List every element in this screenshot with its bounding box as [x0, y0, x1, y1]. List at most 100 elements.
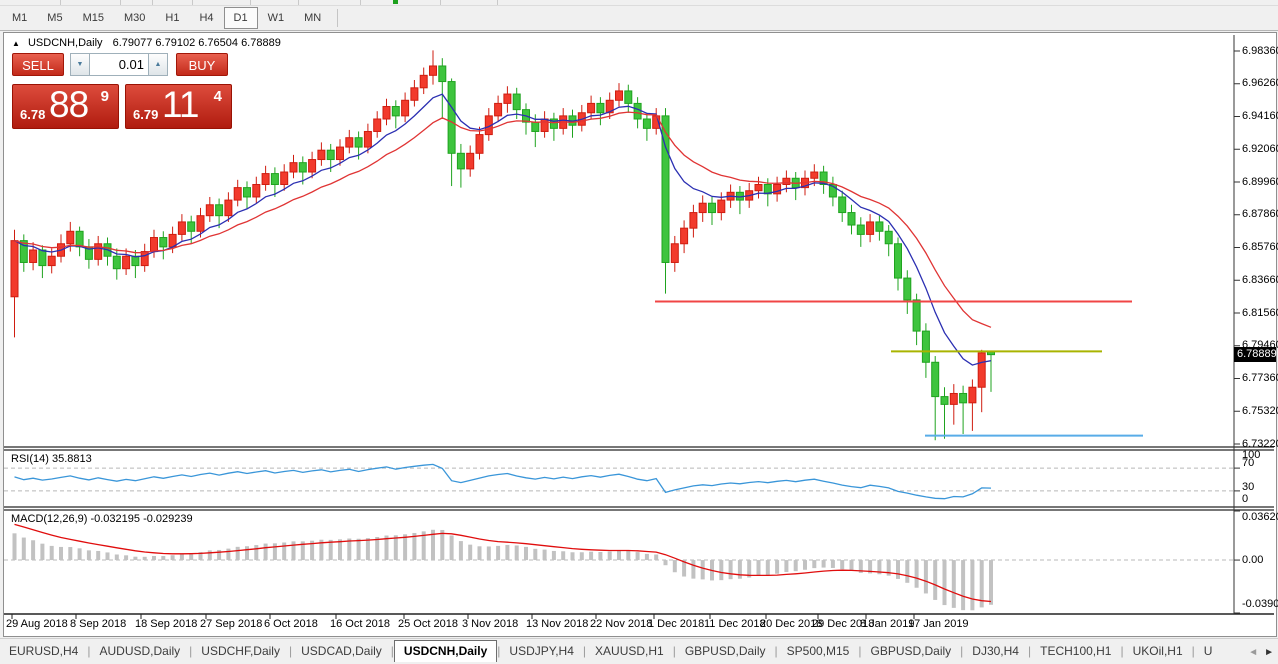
macd-histogram-bar [803, 560, 807, 570]
macd-histogram-bar [189, 553, 194, 561]
candle-body [391, 106, 400, 117]
tab-item-gbpusd-daily[interactable]: GBPUSD,Daily [684, 644, 766, 658]
tab-item-usdjpy-h4[interactable]: USDJPY,H4 [509, 644, 574, 658]
candle-body [782, 177, 791, 185]
candle-body [47, 255, 56, 267]
macd-histogram-bar [124, 555, 129, 561]
macd-histogram-bar [607, 551, 612, 561]
timeframe-button-h1[interactable]: H1 [165, 12, 180, 24]
top-toolbar-strip [0, 0, 1278, 6]
candle-body [317, 149, 326, 161]
candle-body [503, 93, 512, 104]
price-axis-label: 6.89960 [1242, 175, 1278, 188]
tab-item-tech100-h1[interactable]: TECH100,H1 [1040, 644, 1112, 658]
tab-scroll-left-icon[interactable]: ◄ [1248, 647, 1259, 658]
buy-price-point: 4 [213, 88, 222, 105]
date-label: 22 Nov 2018 [590, 618, 653, 630]
buy-button[interactable]: BUY [176, 53, 228, 76]
price-axis-label: 6.87860 [1242, 208, 1278, 221]
ma-fast-line [14, 93, 992, 366]
tab-separator: | [1027, 644, 1032, 658]
candle-body [605, 99, 614, 114]
tab-item-dj30-h4[interactable]: DJ30,H4 [972, 644, 1019, 658]
macd-histogram-bar [830, 560, 835, 568]
macd-histogram-bar [589, 551, 594, 561]
candle-body [940, 396, 949, 405]
macd-histogram-bar [821, 560, 826, 568]
macd-histogram-bar [682, 560, 687, 577]
candle-body [252, 183, 261, 198]
timeframe-button-m30[interactable]: M30 [123, 12, 146, 24]
macd-histogram-bar [942, 560, 947, 606]
tab-item-usdchf-daily[interactable]: USDCHF,Daily [201, 644, 280, 658]
macd-histogram-bar [449, 535, 454, 561]
candlestick-chart[interactable] [4, 33, 1274, 634]
candle-body [233, 187, 242, 201]
timeframe-button-w1[interactable]: W1 [267, 12, 285, 24]
macd-histogram-bar [375, 537, 380, 561]
macd-histogram-bar [514, 545, 519, 561]
candle-body [661, 115, 670, 263]
timeframe-button-d1[interactable]: D1 [223, 7, 258, 29]
buy-price-box[interactable]: 6.79 11 4 [125, 84, 232, 129]
toolbar-separator [440, 0, 441, 5]
volume-input[interactable] [89, 53, 149, 76]
macd-histogram-bar [533, 548, 538, 561]
macd-histogram-bar [114, 554, 119, 561]
timeframe-button-m5[interactable]: M5 [47, 12, 63, 24]
timeframe-button-mn[interactable]: MN [304, 12, 322, 24]
candle-body [615, 90, 623, 101]
macd-histogram-bar [179, 553, 184, 561]
candle-body [38, 249, 47, 267]
timeframe-button-m15[interactable]: M15 [82, 12, 104, 24]
macd-histogram-bar [59, 546, 63, 561]
tab-item-usdcad-daily[interactable]: USDCAD,Daily [301, 644, 382, 658]
tab-item-audusd-daily[interactable]: AUDUSD,Daily [99, 644, 181, 658]
tab-separator: | [1120, 644, 1124, 658]
tab-item-sp500-m15[interactable]: SP500,M15 [786, 644, 850, 658]
volume-decrease-icon[interactable]: ▼ [70, 53, 89, 76]
one-click-trading-panel: SELL ▼ ▲ BUY 6.78 88 9 6.79 11 4 [12, 53, 234, 129]
candle-body [708, 202, 716, 214]
price-axis-label: 6.77360 [1242, 372, 1278, 384]
macd-histogram-bar [849, 560, 854, 571]
tab-item-u[interactable]: U [1203, 644, 1213, 658]
macd-histogram-bar [105, 552, 110, 561]
tab-scroll-right-icon[interactable]: ► [1264, 647, 1274, 658]
macd-histogram-bar [654, 554, 659, 561]
volume-increase-icon[interactable]: ▲ [149, 53, 168, 76]
candle-body [670, 243, 679, 263]
toolbar-separator [250, 0, 251, 5]
candle-body [642, 118, 651, 129]
date-label: 17 Jan 2019 [908, 618, 969, 630]
tab-item-xauusd-h1[interactable]: XAUUSD,H1 [595, 644, 664, 658]
macd-histogram-bar [793, 560, 798, 572]
timeframe-button-m1[interactable]: M1 [12, 12, 28, 24]
sell-price-box[interactable]: 6.78 88 9 [12, 84, 119, 129]
macd-histogram-bar [468, 544, 473, 561]
macd-histogram-bar [561, 551, 566, 561]
tab-item-gbpusd-daily[interactable]: GBPUSD,Daily [870, 644, 952, 658]
tab-item-eurusd-h4[interactable]: EURUSD,H4 [9, 644, 79, 658]
tab-item-ukoil-h1[interactable]: UKOil,H1 [1132, 644, 1183, 658]
candle-body [410, 87, 419, 101]
tab-separator: | [497, 644, 501, 658]
collapse-icon[interactable]: ▲ [12, 39, 20, 48]
candle-body [456, 152, 465, 170]
date-label: 1 Dec 2018 [648, 618, 705, 630]
candle-body [531, 121, 540, 132]
tab-separator: | [960, 644, 964, 658]
macd-level-label: 0.036209 [1242, 511, 1278, 523]
macd-histogram-bar [21, 537, 26, 561]
trade-panel-prices: 6.78 88 9 6.79 11 4 [12, 84, 234, 129]
price-axis-label: 6.98360 [1242, 44, 1278, 57]
candle-body [828, 183, 837, 198]
candle-body [810, 171, 819, 179]
tab-item-usdcnh-daily[interactable]: USDCNH,Daily [393, 640, 498, 662]
date-label: 11 Dec 2018 [704, 618, 766, 630]
candle-body [949, 392, 958, 405]
date-label: 8 Sep 2018 [70, 618, 127, 630]
timeframe-button-h4[interactable]: H4 [199, 12, 214, 24]
buy-price-pips: 11 [162, 84, 199, 125]
sell-button[interactable]: SELL [12, 53, 64, 76]
